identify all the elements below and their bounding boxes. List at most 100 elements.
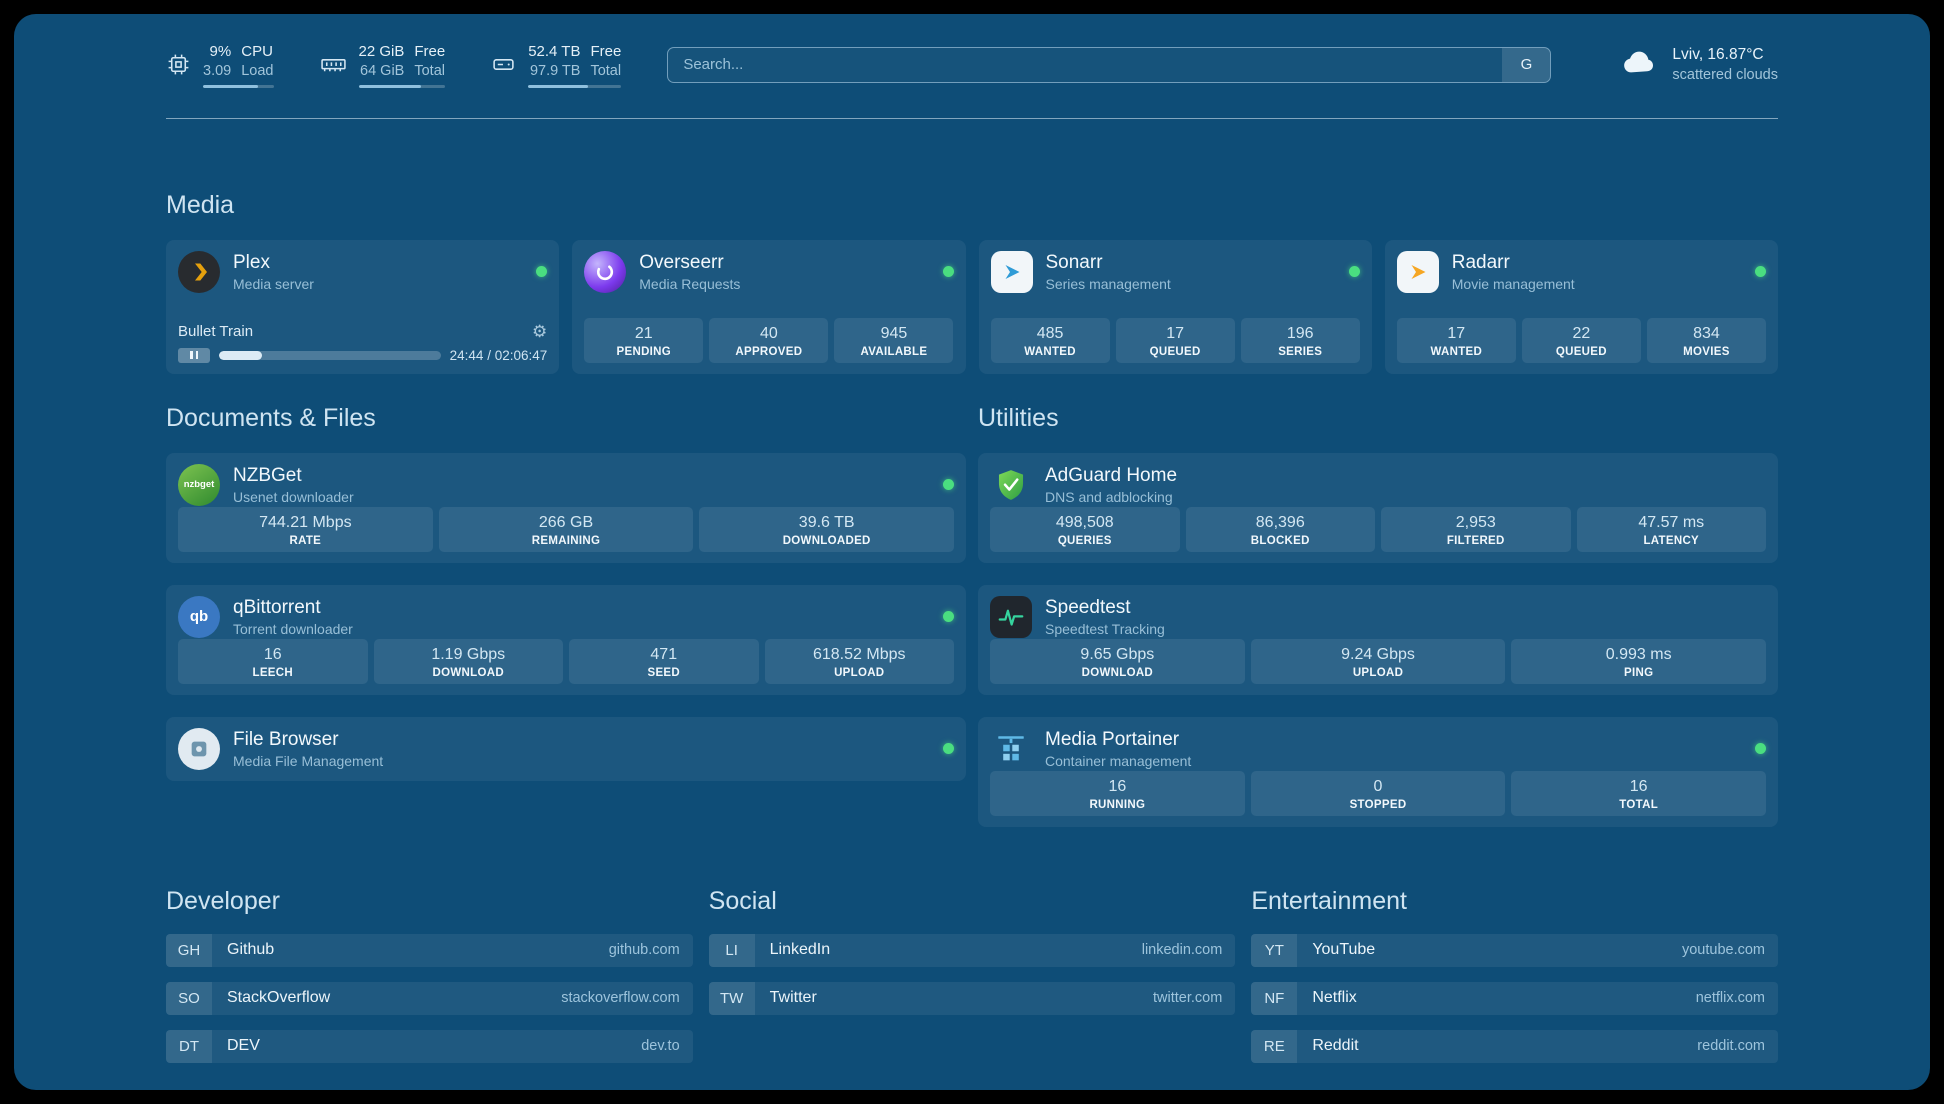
status-dot <box>943 743 954 755</box>
service-card-portainer[interactable]: Media Portainer Container management 16 … <box>978 716 1778 827</box>
stat-label: BLOCKED <box>1250 534 1310 547</box>
service-card-speedtest[interactable]: Speedtest Speedtest Tracking 9.65 Gbps D… <box>978 584 1778 695</box>
bookmark-twitter[interactable]: TW Twitter twitter.com <box>708 981 1236 1015</box>
service-card-qbittorrent[interactable]: qb qBittorrent Torrent downloader 16 LEE… <box>166 584 966 695</box>
service-name: Speedtest <box>1045 596 1131 618</box>
search-input[interactable] <box>668 47 1503 82</box>
stat-value: 9.24 Gbps <box>1341 646 1415 664</box>
stat-value: 2,953 <box>1455 514 1496 532</box>
bookmark-stackoverflow[interactable]: SO StackOverflow stackoverflow.com <box>166 981 693 1015</box>
bookmarks-social: Social LI LinkedIn linkedin.com TW Twitt… <box>708 886 1236 1063</box>
service-card-sonarr[interactable]: Sonarr Series management 485 WANTED 17 Q… <box>978 239 1372 374</box>
stat-label: PENDING <box>616 345 672 358</box>
bookmark-reddit[interactable]: RE Reddit reddit.com <box>1251 1029 1778 1063</box>
portainer-icon <box>990 728 1032 770</box>
stat-label: DOWNLOAD <box>1081 666 1154 679</box>
group-title-developer: Developer <box>166 886 280 915</box>
bookmark-domain: twitter.com <box>1153 990 1223 1007</box>
memory-icon <box>320 52 347 77</box>
group-title-utilities: Utilities <box>978 403 1059 432</box>
playback-time: 24:44 / 02:06:47 <box>449 347 548 363</box>
service-subtitle: Movie management <box>1451 276 1575 293</box>
cpu-label: CPU <box>241 43 273 60</box>
bookmark-youtube[interactable]: YT YouTube youtube.com <box>1251 933 1778 967</box>
pause-button[interactable] <box>178 347 210 363</box>
plex-icon <box>178 250 220 293</box>
playback-progress-bar[interactable] <box>219 350 441 360</box>
bookmark-dev[interactable]: DT DEV dev.to <box>166 1029 693 1063</box>
status-dot <box>943 611 954 623</box>
group-title-documents: Documents & Files <box>166 403 376 432</box>
stat-label: SEED <box>647 666 681 679</box>
gear-icon[interactable]: ⚙ <box>532 321 548 341</box>
service-card-plex[interactable]: Plex Media server Bullet Train ⚙ 24:44 /… <box>166 239 560 374</box>
group-title-social: Social <box>708 886 777 915</box>
stat-label: QUEUED <box>1555 345 1607 358</box>
stat-value: 40 <box>759 325 778 343</box>
service-name: NZBGet <box>233 464 302 486</box>
service-card-filebrowser[interactable]: File Browser Media File Management <box>166 716 966 781</box>
status-dot <box>1348 266 1360 278</box>
memory-bar <box>358 84 446 88</box>
stat-value: 834 <box>1693 325 1720 343</box>
bookmark-abbr: LI <box>708 933 755 967</box>
stat-block: 39.6 TB DOWNLOADED <box>699 507 955 552</box>
header-bar: 9% 3.09 CPU Load <box>166 14 1778 88</box>
status-dot <box>942 266 954 278</box>
memory-free: 22 GiB <box>358 43 405 60</box>
bookmark-abbr: NF <box>1251 981 1298 1015</box>
stat-block: 9.24 Gbps UPLOAD <box>1250 639 1506 684</box>
stat-block: 834 MOVIES <box>1646 318 1766 363</box>
disk-bar <box>528 84 622 88</box>
weather-condition: scattered clouds <box>1672 66 1778 83</box>
service-card-overseerr[interactable]: Overseerr Media Requests 21 PENDING 40 A… <box>572 239 966 374</box>
status-dot <box>1755 266 1766 278</box>
bookmark-domain: netflix.com <box>1695 990 1765 1007</box>
stat-block: 22 QUEUED <box>1521 318 1641 363</box>
service-card-adguard[interactable]: AdGuard Home DNS and adblocking 498,508 … <box>978 452 1778 563</box>
group-title-media: Media <box>166 190 235 219</box>
bookmark-name: YouTube <box>1312 941 1376 959</box>
now-playing-title: Bullet Train <box>178 322 254 340</box>
search-provider-button[interactable]: G <box>1502 47 1551 82</box>
stat-block: 266 GB REMAINING <box>438 507 694 552</box>
stat-block: 47.57 ms LATENCY <box>1576 507 1766 552</box>
header-divider <box>166 117 1778 119</box>
service-card-radarr[interactable]: Radarr Movie management 17 WANTED 22 QUE… <box>1384 239 1778 374</box>
stat-value: 945 <box>880 325 908 343</box>
stat-block: 2,953 FILTERED <box>1381 507 1571 552</box>
service-subtitle: Media Requests <box>639 276 741 293</box>
service-subtitle: Series management <box>1045 276 1171 293</box>
stat-value: 1.19 Gbps <box>431 646 506 664</box>
stat-value: 86,396 <box>1255 514 1305 532</box>
memory-total: 64 GiB <box>360 62 405 79</box>
bookmark-name: Twitter <box>769 989 817 1007</box>
bookmark-domain: github.com <box>608 942 680 959</box>
stat-block: 485 WANTED <box>990 318 1110 363</box>
stat-block: 618.52 Mbps UPLOAD <box>764 639 954 684</box>
bookmark-name: StackOverflow <box>227 989 331 1007</box>
stat-label: DOWNLOADED <box>782 534 871 547</box>
stat-value: 16 <box>1629 778 1648 796</box>
service-card-nzbget[interactable]: nzbget NZBGet Usenet downloader 744.21 M… <box>166 452 966 563</box>
service-name: File Browser <box>233 728 339 750</box>
documents-column: Documents & Files nzbget NZBGet Usenet d… <box>166 404 966 827</box>
stat-label: STOPPED <box>1349 798 1407 811</box>
service-subtitle: DNS and adblocking <box>1045 489 1173 506</box>
stat-label: WANTED <box>1430 345 1483 358</box>
stat-block: 16 TOTAL <box>1511 771 1767 816</box>
bookmark-github[interactable]: GH Github github.com <box>166 933 693 967</box>
stat-label: UPLOAD <box>834 666 885 679</box>
bookmark-linkedin[interactable]: LI LinkedIn linkedin.com <box>708 933 1236 967</box>
stat-label: UPLOAD <box>1352 666 1404 679</box>
stat-value: 485 <box>1036 325 1064 343</box>
service-subtitle: Usenet downloader <box>233 489 354 506</box>
disk-icon <box>491 52 516 77</box>
bookmark-netflix[interactable]: NF Netflix netflix.com <box>1251 981 1778 1015</box>
bookmark-domain: dev.to <box>641 1038 680 1055</box>
service-name: Plex <box>233 251 270 273</box>
cpu-icon <box>166 52 191 77</box>
group-title-entertainment: Entertainment <box>1251 886 1407 915</box>
stat-label: APPROVED <box>735 345 803 358</box>
speedtest-icon <box>990 595 1032 638</box>
